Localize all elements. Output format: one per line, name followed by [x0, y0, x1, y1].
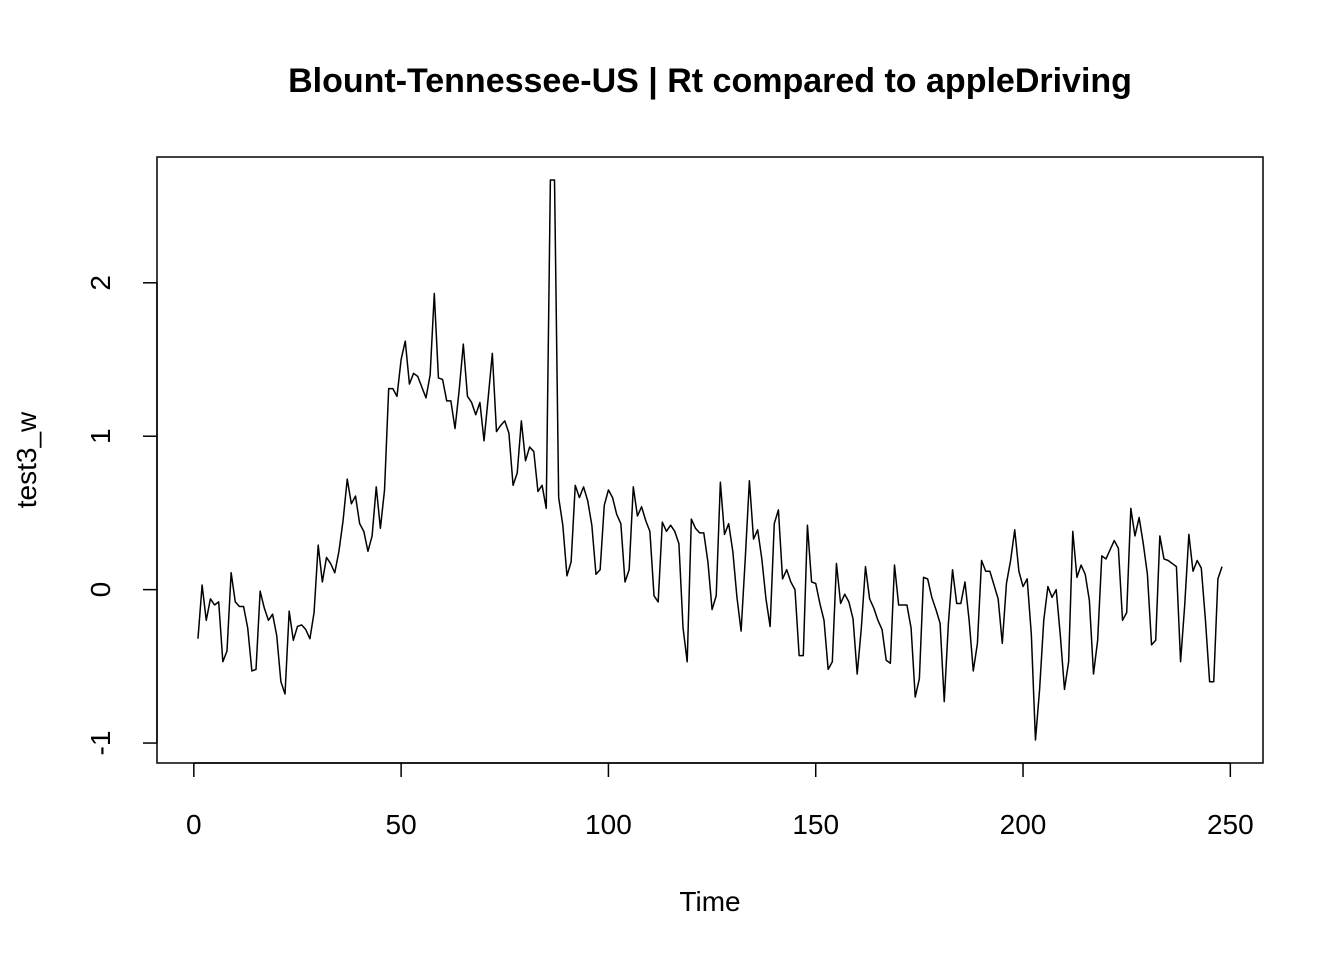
y-tick-label: 1	[85, 428, 116, 444]
y-axis-label: test3_w	[11, 411, 42, 508]
x-tick-label: 150	[792, 809, 839, 840]
x-tick-label: 50	[386, 809, 417, 840]
x-tick-label: 100	[585, 809, 632, 840]
chart-title: Blount-Tennessee-US | Rt compared to app…	[288, 62, 1132, 100]
x-axis-label: Time	[679, 886, 740, 917]
y-tick-label: 0	[85, 582, 116, 598]
data-line	[197, 179, 1223, 741]
x-tick-label: 250	[1207, 809, 1254, 840]
x-tick-label: 200	[1000, 809, 1047, 840]
y-tick-label: 2	[85, 275, 116, 291]
y-tick-label: -1	[85, 731, 116, 756]
x-tick-label: 0	[186, 809, 202, 840]
